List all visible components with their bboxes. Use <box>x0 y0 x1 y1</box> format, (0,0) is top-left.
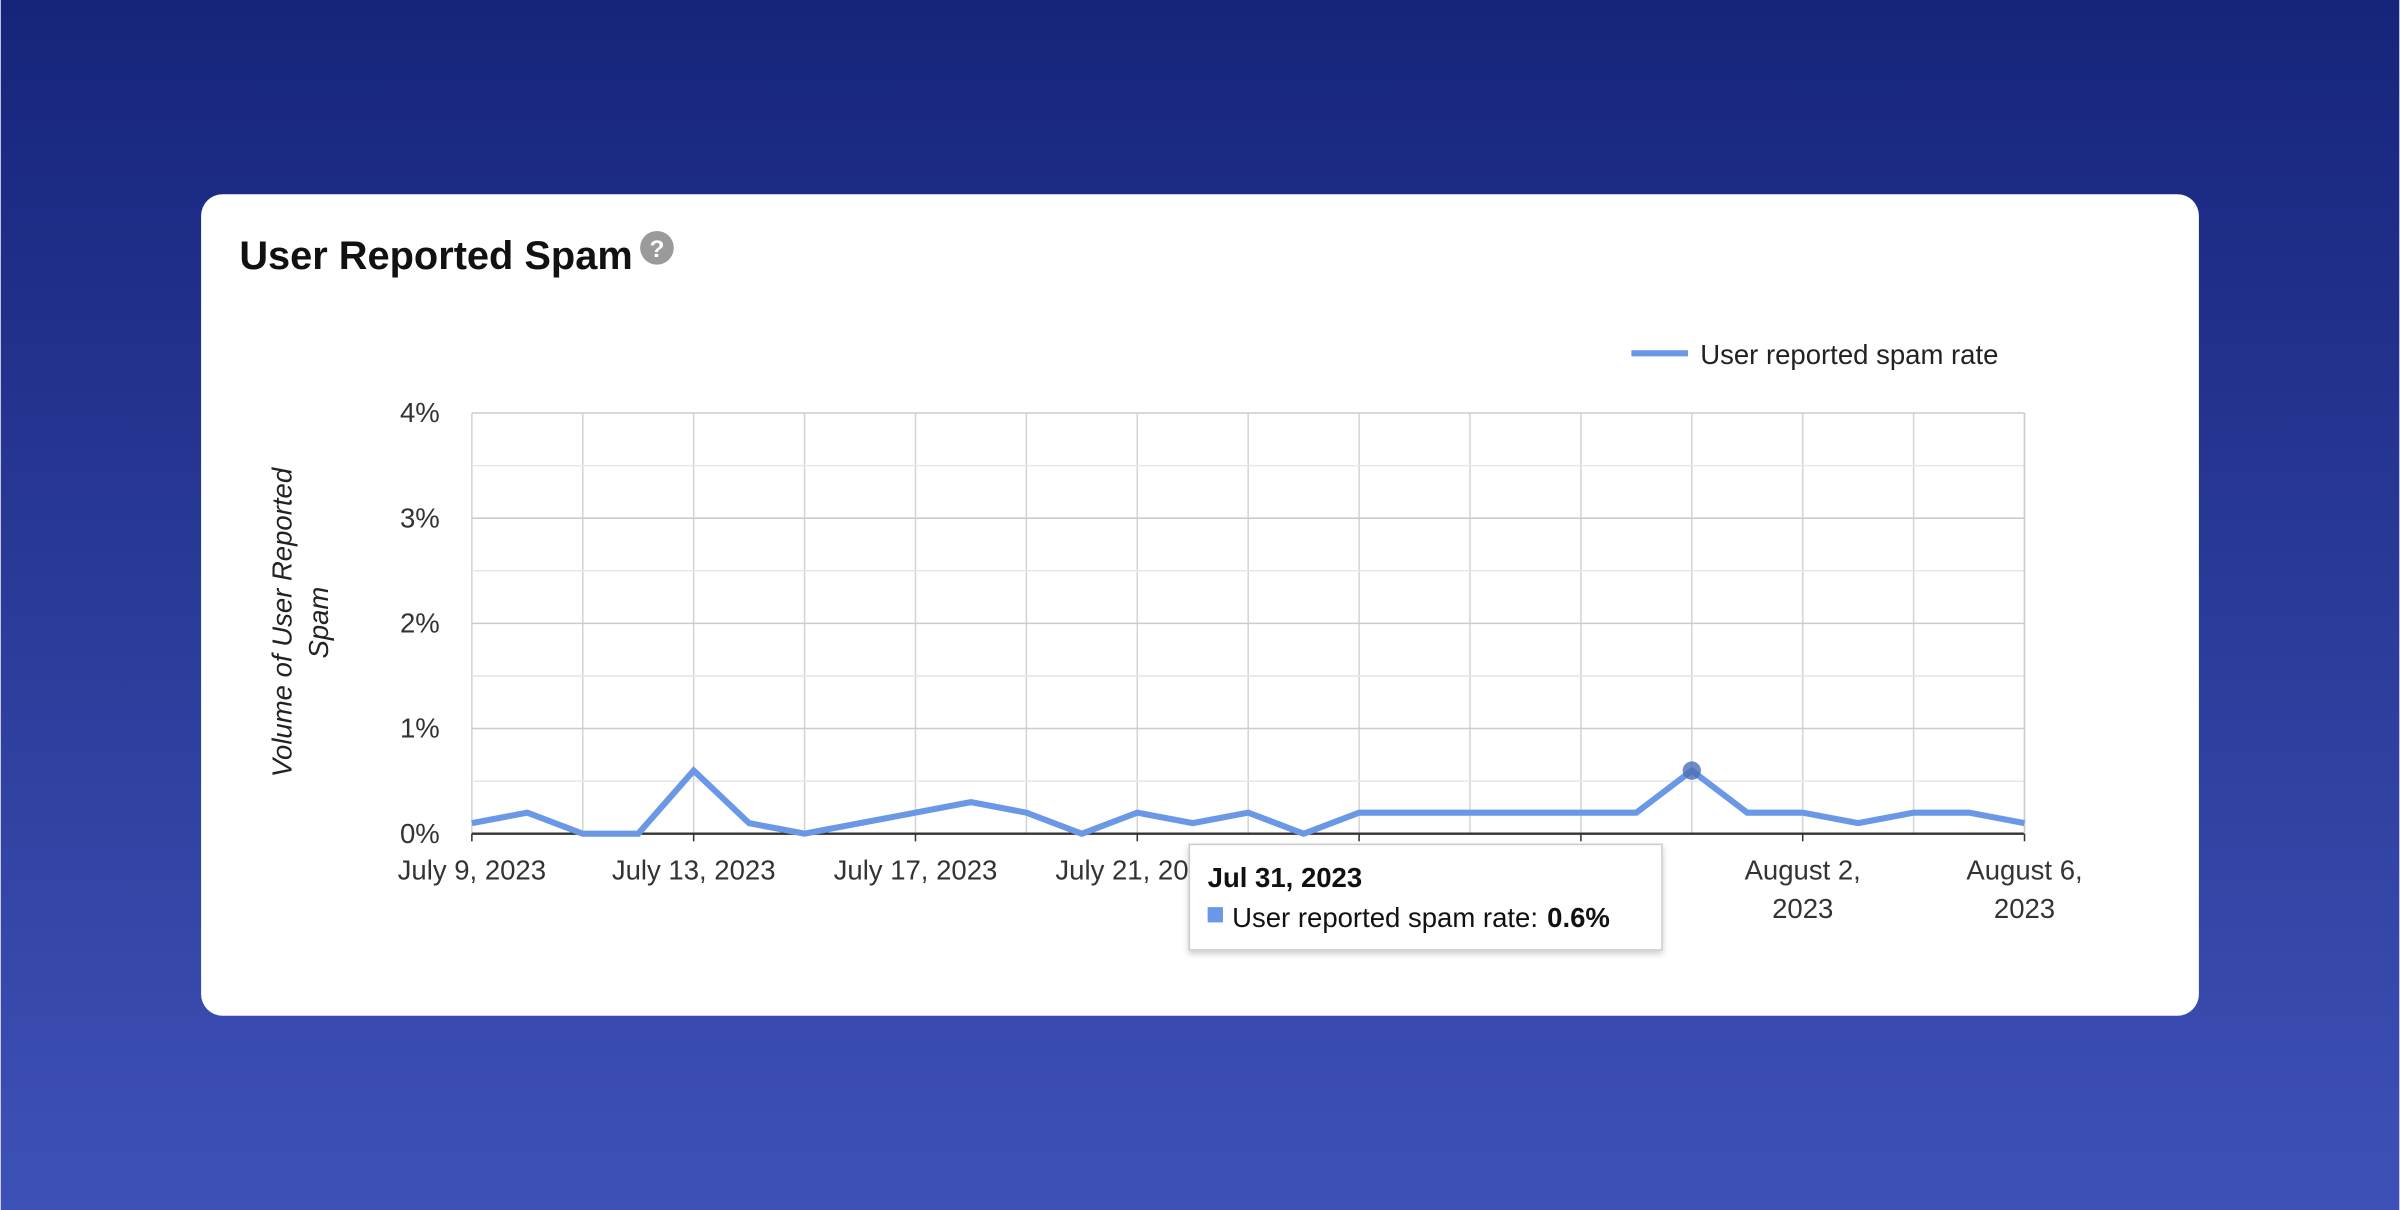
tooltip-swatch <box>1207 907 1223 923</box>
x-tick-label: July 13, 2023 <box>612 855 776 886</box>
plot: 0% 1% 2% 3% 4% July 9, 2023 July 13, 2023 July … <box>266 339 2083 951</box>
y-tick-label: 3% <box>400 502 440 533</box>
card <box>201 194 2199 1016</box>
y-tick-label: 1% <box>400 713 440 744</box>
legend-label: User reported spam rate <box>1700 339 1998 370</box>
x-tick-label: July 17, 2023 <box>834 855 998 886</box>
svg-text:?: ? <box>649 236 664 263</box>
tooltip-title: Jul 31, 2023 <box>1208 862 1363 893</box>
y-tick-label: 2% <box>400 608 440 639</box>
tooltip: Jul 31, 2023 User reported spam rate: 0.6% <box>1188 843 1663 951</box>
x-tick-label: July 9, 2023 <box>398 855 546 886</box>
card-title: User Reported Spam <box>239 234 632 278</box>
tooltip-label: User reported spam rate: <box>1232 902 1538 933</box>
y-tick-label: 4% <box>400 397 440 428</box>
hover-point <box>1682 761 1701 780</box>
y-axis-title: Volume of User Reported Spam <box>266 466 334 777</box>
x-tick-label: August 6, 2023 <box>1966 855 2082 924</box>
y-tick-label: 0% <box>400 818 440 849</box>
tooltip-value: 0.6% <box>1547 902 1610 933</box>
help-icon[interactable]: ? <box>640 230 674 265</box>
tooltip-box <box>1188 843 1663 951</box>
series-line <box>471 766 2026 837</box>
x-tick-label: August 2, 2023 <box>1745 855 1861 924</box>
